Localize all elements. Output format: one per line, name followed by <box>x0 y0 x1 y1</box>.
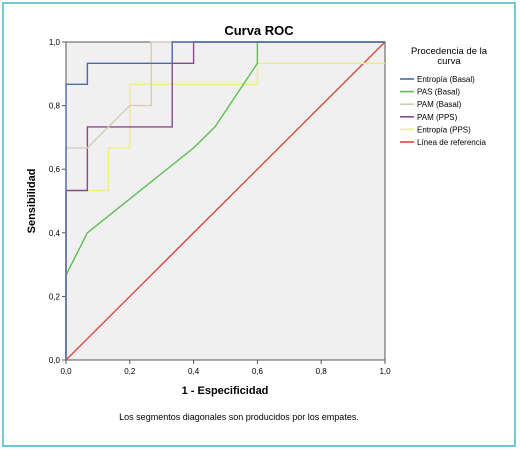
series-line-linea-de-referencia <box>65 41 386 361</box>
y-tick-label: 1,0 <box>49 38 61 47</box>
legend-entry: Entropía (Basal) <box>417 75 475 84</box>
x-axis-label: 1 - Especificidad <box>182 385 269 397</box>
legend-entry: PAM (Basal) <box>417 100 462 109</box>
legend-title: Procedencia de la curva <box>411 46 488 67</box>
legend-entry: PAS (Basal) <box>417 88 460 97</box>
legend-entry: Entropía (PPS) <box>417 125 471 134</box>
x-tick-label: 0,4 <box>188 367 200 376</box>
legend-entry: PAM (PPS) <box>417 113 458 122</box>
series-layer <box>65 41 386 361</box>
y-tick-label: 0,4 <box>49 229 61 238</box>
axis-ticks: 0,0 0,2 0,4 0,6 0,8 1,0 0,0 0,2 0,4 0,6 0,8 1,0 <box>49 38 391 376</box>
footnote: Los segmentos diagonales son producidos … <box>119 412 359 422</box>
legend-entry: Línea de referencia <box>417 138 486 147</box>
series-line-pas-basal <box>65 41 385 360</box>
y-tick-label: 0,8 <box>49 102 61 111</box>
y-tick-label: 0,6 <box>49 165 61 174</box>
chart-frame: Curva ROC 1 - Especificidad Sensibilidad… <box>2 2 516 447</box>
y-tick-label: 0,0 <box>49 356 61 365</box>
x-tick-label: 0,2 <box>124 367 136 376</box>
series-line-entropia-basal <box>65 41 385 360</box>
y-tick-label: 0,2 <box>49 292 61 301</box>
x-tick-label: 0,0 <box>60 367 72 376</box>
x-tick-label: 1,0 <box>379 367 391 376</box>
x-tick-label: 0,8 <box>316 367 328 376</box>
series-line-pam-pps <box>65 41 385 360</box>
x-tick-label: 0,6 <box>252 367 264 376</box>
y-axis-label: Sensibilidad <box>26 169 38 234</box>
legend: Procedencia de la curva Entropía (Basal) PA… <box>400 46 488 147</box>
chart-title: Curva ROC <box>224 23 294 38</box>
roc-chart: Curva ROC 1 - Especificidad Sensibilidad… <box>26 23 488 422</box>
